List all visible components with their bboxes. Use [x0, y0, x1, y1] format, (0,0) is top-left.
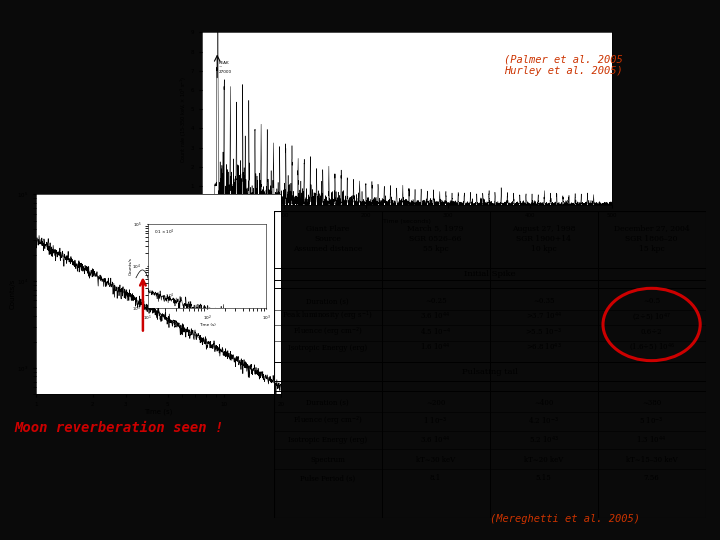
- Text: 4.2 10$^{-3}$: 4.2 10$^{-3}$: [528, 416, 559, 427]
- Text: ∼380: ∼380: [642, 399, 661, 407]
- Text: 1 10$^{-3}$: 1 10$^{-3}$: [423, 416, 448, 427]
- Text: 4.5 10$^{-4}$: 4.5 10$^{-4}$: [420, 327, 451, 338]
- Y-axis label: Counts/s: Counts/s: [128, 257, 132, 275]
- Text: Fluence (erg cm$^{-2}$): Fluence (erg cm$^{-2}$): [293, 415, 362, 428]
- Text: 8.1: 8.1: [430, 474, 441, 482]
- Text: kT∼20 keV: kT∼20 keV: [524, 456, 563, 464]
- Text: ∼0.25: ∼0.25: [425, 298, 446, 306]
- Text: 3.6 10$^{44}$: 3.6 10$^{44}$: [420, 311, 451, 322]
- Text: ∼0.35: ∼0.35: [533, 298, 554, 306]
- Text: Moon reverberation seen !: Moon reverberation seen !: [14, 421, 224, 435]
- Text: Duration (s): Duration (s): [306, 298, 349, 306]
- Text: Peak luminosity (erg s$^{-1}$): Peak luminosity (erg s$^{-1}$): [282, 310, 373, 323]
- Text: kT∼15–30 keV: kT∼15–30 keV: [626, 456, 678, 464]
- Text: March 5, 1979
SGR 0526–66
55 kpc: March 5, 1979 SGR 0526–66 55 kpc: [408, 225, 464, 253]
- Text: $7.5\times10^4$: $7.5\times10^4$: [153, 292, 174, 301]
- Text: >5.5 10$^{-3}$: >5.5 10$^{-3}$: [525, 327, 562, 338]
- Text: (1.6÷5) 10$^{46}$: (1.6÷5) 10$^{46}$: [629, 342, 675, 353]
- Text: (Mereghetti et al. 2005): (Mereghetti et al. 2005): [490, 514, 639, 524]
- Text: >6.8 10$^{43}$: >6.8 10$^{43}$: [526, 342, 562, 353]
- Text: December 27, 2004
SGR 1806–20
15 kpc: December 27, 2004 SGR 1806–20 15 kpc: [613, 225, 690, 253]
- Text: 7.56: 7.56: [644, 474, 660, 482]
- Text: Initial Spike: Initial Spike: [464, 269, 516, 278]
- Y-axis label: Counts/s: Counts/s: [9, 279, 16, 309]
- Text: 5 10$^{-3}$: 5 10$^{-3}$: [639, 416, 664, 427]
- Text: Pulsating tail: Pulsating tail: [462, 368, 518, 376]
- Text: kT∼30 keV: kT∼30 keV: [416, 456, 455, 464]
- Text: PEAK
~
27000: PEAK ~ 27000: [219, 61, 232, 75]
- Text: 5.2 10$^{43}$: 5.2 10$^{43}$: [528, 434, 559, 446]
- Text: Spectrum: Spectrum: [310, 456, 345, 464]
- Text: Duration (s): Duration (s): [306, 399, 349, 407]
- Text: Isotropic Energy (erg): Isotropic Energy (erg): [288, 436, 367, 444]
- Text: ∼0.5: ∼0.5: [643, 298, 660, 306]
- Text: ∼200: ∼200: [426, 399, 445, 407]
- Text: Fluence (erg cm$^{-2}$): Fluence (erg cm$^{-2}$): [293, 326, 362, 339]
- X-axis label: Time (s): Time (s): [144, 408, 173, 415]
- Text: 3.6 10$^{44}$: 3.6 10$^{44}$: [420, 434, 451, 446]
- Text: 1.3 10$^{44}$: 1.3 10$^{44}$: [636, 434, 667, 446]
- Text: 0.6÷2: 0.6÷2: [641, 328, 662, 336]
- Text: Giant Flare
Source
Assumed distance: Giant Flare Source Assumed distance: [293, 225, 362, 253]
- Text: (2÷5) 10$^{47}$: (2÷5) 10$^{47}$: [632, 311, 671, 322]
- Text: Pulse Period (s): Pulse Period (s): [300, 474, 355, 482]
- Text: (Palmer et al. 2005
Hurley et al. 2005): (Palmer et al. 2005 Hurley et al. 2005): [504, 54, 623, 76]
- Text: August 27, 1998
SGR 1900+14
10 kpc: August 27, 1998 SGR 1900+14 10 kpc: [512, 225, 575, 253]
- X-axis label: Time (seconds): Time (seconds): [383, 219, 431, 224]
- X-axis label: Time (s): Time (s): [199, 323, 215, 327]
- Text: Isotropic Energy (erg): Isotropic Energy (erg): [288, 343, 367, 352]
- Text: 5.15: 5.15: [536, 474, 552, 482]
- Text: >3.7 10$^{44}$: >3.7 10$^{44}$: [526, 311, 562, 322]
- Text: $0.1\times10^4$: $0.1\times10^4$: [153, 228, 174, 237]
- Y-axis label: Count rate (15-350 keV, $\times$ 10$^3$ s$^{-1}$): Count rate (15-350 keV, $\times$ 10$^3$ …: [179, 75, 189, 163]
- Text: ∼400: ∼400: [534, 399, 553, 407]
- Text: 1.6 10$^{44}$: 1.6 10$^{44}$: [420, 342, 451, 353]
